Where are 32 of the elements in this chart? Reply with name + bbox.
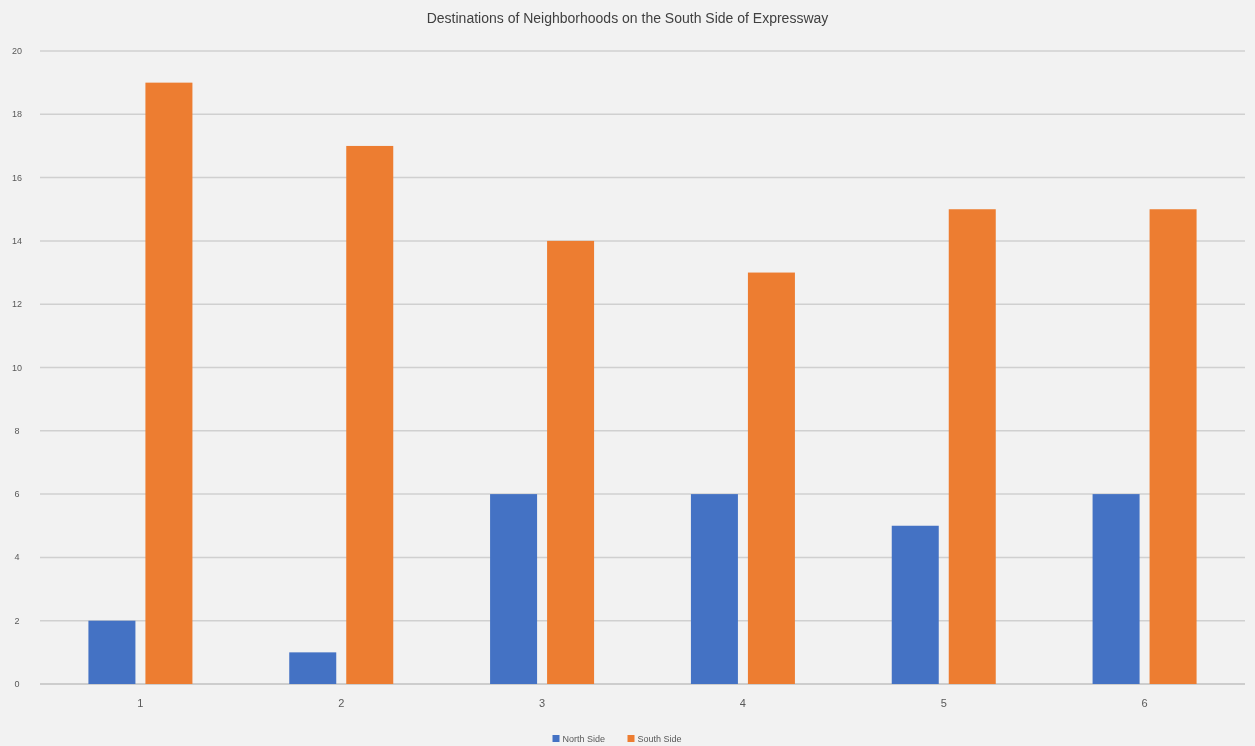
x-tick-label: 1	[137, 697, 144, 709]
bar	[747, 272, 795, 684]
legend-label: South Side	[637, 734, 682, 744]
bar	[346, 145, 394, 684]
bar	[690, 494, 738, 684]
y-tick-label: 12	[11, 299, 23, 310]
y-tick-label: 0	[14, 679, 20, 689]
bar	[948, 209, 996, 684]
x-tick-label: 6	[1141, 697, 1148, 709]
y-tick-label: 4	[14, 552, 20, 563]
x-tick-label: 2	[338, 697, 345, 709]
bar	[145, 82, 193, 684]
x-tick-label: 3	[539, 697, 546, 709]
bar	[547, 240, 595, 684]
bar	[289, 652, 337, 684]
y-tick-label: 16	[11, 172, 23, 183]
y-tick-label: 10	[11, 362, 23, 373]
x-tick-label: 5	[940, 697, 947, 709]
y-tick-label: 14	[11, 235, 23, 246]
y-tick-label: 18	[11, 109, 23, 120]
x-tick-label: 4	[739, 697, 746, 709]
y-tick-label: 20	[11, 46, 23, 56]
bar	[490, 494, 538, 684]
bar	[1149, 209, 1197, 684]
y-tick-label: 2	[14, 615, 20, 626]
bar	[88, 620, 136, 684]
chart-title: Destinations of Neighborhoods on the South Side of Expressway	[426, 10, 829, 26]
bar	[1092, 494, 1140, 684]
legend-label: North Side	[562, 734, 606, 744]
y-tick-label: 8	[14, 425, 20, 436]
bar	[891, 525, 939, 684]
y-tick-label: 6	[14, 489, 20, 500]
